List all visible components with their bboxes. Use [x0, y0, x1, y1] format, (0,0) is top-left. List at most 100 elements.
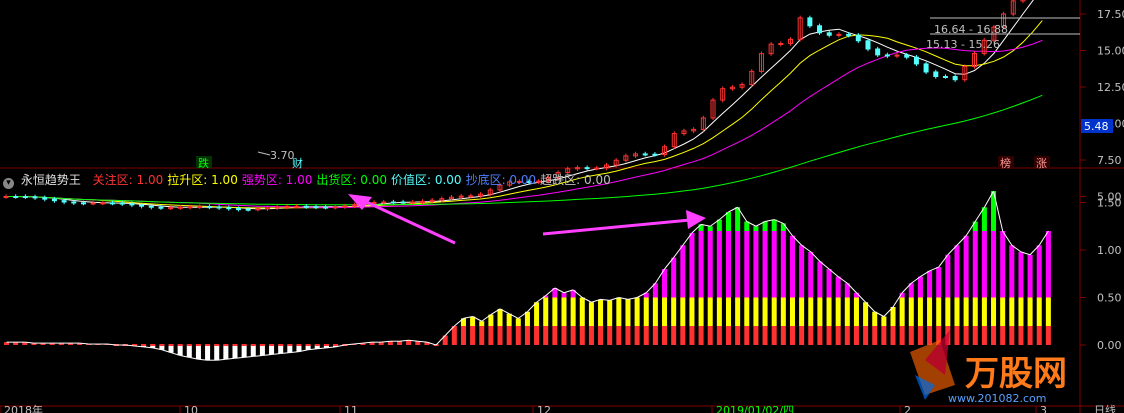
candlesticks[interactable] [3, 0, 1044, 212]
candle-body[interactable] [168, 207, 174, 210]
candle-body[interactable] [177, 206, 183, 209]
candle-body[interactable] [468, 195, 474, 198]
candle-body[interactable] [119, 202, 125, 205]
candle-body[interactable] [603, 164, 609, 169]
candle-body[interactable] [594, 167, 600, 170]
period-label[interactable]: 日线 [1094, 403, 1116, 413]
candle-body[interactable] [710, 99, 716, 119]
candle-body[interactable] [22, 196, 28, 199]
candle-body[interactable] [129, 203, 135, 206]
candle-body[interactable] [352, 204, 358, 207]
event-tag-cai[interactable]: 财 [292, 156, 303, 170]
candle-body[interactable] [836, 33, 842, 36]
candle-body[interactable] [139, 204, 145, 207]
candle-body[interactable] [255, 208, 261, 211]
candle-body[interactable] [613, 159, 619, 166]
candle-body[interactable] [100, 202, 106, 205]
candle-body[interactable] [749, 70, 755, 86]
candle-body[interactable] [323, 206, 329, 209]
candle-body[interactable] [507, 181, 513, 186]
candle-body[interactable] [1001, 13, 1007, 28]
candle-body[interactable] [110, 202, 116, 205]
candle-body[interactable] [439, 198, 445, 201]
candle-body[interactable] [245, 208, 251, 211]
candle-body[interactable] [516, 180, 522, 183]
candle-body[interactable] [90, 202, 96, 205]
candle-body[interactable] [449, 196, 455, 200]
candle-body[interactable] [197, 206, 203, 209]
candle-body[interactable] [729, 86, 735, 90]
candle-body[interactable] [526, 180, 532, 183]
candle-body[interactable] [216, 206, 222, 209]
candle-body[interactable] [952, 76, 958, 81]
candle-body[interactable] [584, 167, 590, 170]
candle-body[interactable] [545, 177, 551, 182]
candle-body[interactable] [671, 133, 677, 148]
candle-body[interactable] [758, 53, 764, 72]
candle-body[interactable] [158, 206, 164, 209]
indicator-bars[interactable] [4, 190, 1051, 361]
candle-body[interactable] [487, 189, 493, 195]
event-tag-box[interactable] [196, 156, 212, 168]
candle-body[interactable] [913, 56, 919, 65]
candle-body[interactable] [410, 201, 416, 204]
candle-body[interactable] [1010, 0, 1016, 15]
event-tag-box[interactable] [1034, 156, 1050, 168]
candle-body[interactable] [942, 76, 948, 79]
candle-body[interactable] [884, 54, 890, 57]
candle-body[interactable] [633, 153, 639, 157]
candle-body[interactable] [788, 38, 793, 45]
candle-body[interactable] [574, 167, 580, 170]
indicator-name[interactable]: 永恒趋势王 [20, 173, 81, 187]
candle-body[interactable] [13, 196, 19, 198]
candle-body[interactable] [303, 205, 309, 208]
event-tag-zhang[interactable]: 涨 [1036, 157, 1047, 170]
candle-body[interactable] [226, 207, 232, 210]
candle-body[interactable] [51, 198, 57, 202]
candle-body[interactable] [720, 88, 726, 101]
candle-body[interactable] [80, 202, 86, 205]
candle-body[interactable] [1020, 0, 1026, 2]
candle-body[interactable] [265, 207, 270, 210]
chevron-down-icon[interactable]: ▾ [3, 178, 14, 189]
candle-body[interactable] [691, 128, 697, 132]
candle-body[interactable] [972, 52, 978, 68]
candle-body[interactable] [313, 206, 319, 209]
event-tag-box[interactable] [998, 156, 1014, 168]
candle-body[interactable] [3, 196, 9, 198]
candle-body[interactable] [390, 201, 396, 204]
candle-body[interactable] [768, 43, 774, 55]
candle-body[interactable] [497, 184, 503, 191]
candle-body[interactable] [807, 17, 813, 27]
candle-body[interactable] [933, 71, 939, 78]
candle-body[interactable] [817, 25, 823, 34]
candle-body[interactable] [332, 206, 338, 209]
candle-body[interactable] [681, 130, 687, 135]
candle-body[interactable] [865, 40, 871, 50]
candle-body[interactable] [739, 84, 745, 88]
candle-body[interactable] [875, 48, 881, 56]
candle-body[interactable] [652, 153, 658, 156]
candle-body[interactable] [71, 201, 77, 204]
candle-body[interactable] [555, 172, 561, 179]
candle-body[interactable] [371, 201, 377, 204]
candle-body[interactable] [206, 206, 212, 209]
candle-body[interactable] [846, 33, 852, 36]
candle-body[interactable] [274, 206, 280, 209]
candle-body[interactable] [429, 199, 435, 202]
candle-body[interactable] [478, 193, 484, 197]
candle-body[interactable] [904, 54, 910, 58]
candle-body[interactable] [826, 32, 832, 36]
candle-body[interactable] [778, 43, 784, 46]
candle-body[interactable] [235, 208, 241, 211]
candle-body[interactable] [536, 180, 542, 183]
candle-body[interactable] [458, 195, 464, 198]
candle-body[interactable] [894, 54, 900, 57]
candle-body[interactable] [419, 200, 425, 203]
candle-body[interactable] [187, 206, 193, 209]
event-tag-die[interactable]: 跌 [198, 156, 209, 170]
candle-body[interactable] [284, 205, 290, 208]
candle-body[interactable] [342, 205, 348, 208]
candle-body[interactable] [962, 66, 968, 81]
candle-body[interactable] [381, 201, 387, 204]
